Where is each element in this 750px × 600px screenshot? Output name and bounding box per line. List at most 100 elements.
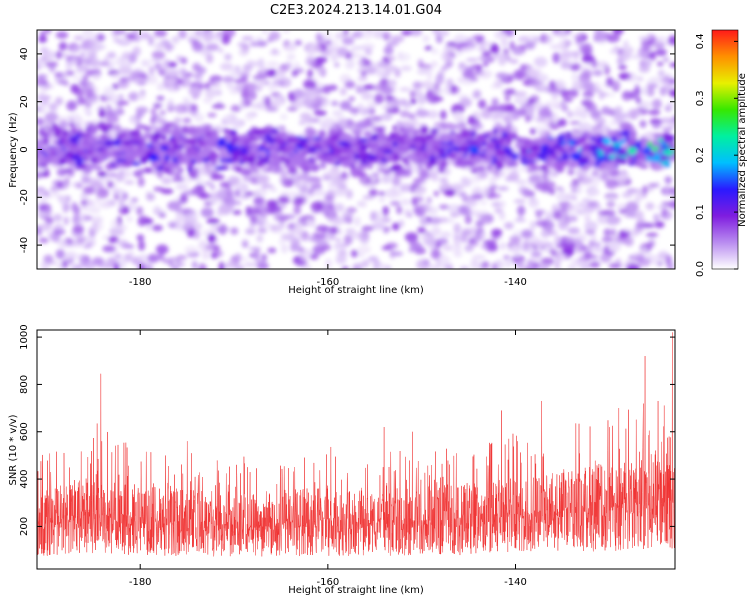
spectrogram-cell xyxy=(377,60,388,69)
spectrogram-cell xyxy=(574,245,583,254)
spectrogram-cell xyxy=(383,226,392,232)
spectrogram-cell xyxy=(252,128,264,136)
spectrogram-cell xyxy=(668,100,674,110)
spectrogram-cell xyxy=(259,146,264,151)
spectrogram-cell xyxy=(315,32,323,41)
spectrogram-cell xyxy=(415,109,429,118)
spectrogram-cell xyxy=(457,204,471,216)
spectrogram-cell xyxy=(581,146,591,151)
spectrogram-cell xyxy=(522,239,530,251)
spectrogram-cell xyxy=(306,148,315,154)
spectrogram-cell xyxy=(649,160,658,168)
spectrogram-cell xyxy=(182,117,192,124)
spectrogram-cell xyxy=(283,154,292,160)
spectrogram-cell xyxy=(124,180,135,185)
spectrogram-cell xyxy=(202,49,208,55)
spectrogram-cell xyxy=(111,73,121,78)
spectrogram-cell xyxy=(307,180,318,185)
spectrogram-cell xyxy=(333,215,344,226)
spectrogram-cell xyxy=(323,171,338,176)
spectrogram-cell xyxy=(256,40,268,47)
spectrogram-cell xyxy=(648,183,660,188)
spectrogram-cell xyxy=(40,30,46,37)
spectrogram-cell xyxy=(357,75,368,82)
y-tick-label: 800 xyxy=(19,375,30,394)
spectrogram-cell xyxy=(514,91,528,96)
spectrogram-cell xyxy=(400,143,407,149)
spectrogram-cell xyxy=(120,35,128,44)
spectrogram-cell xyxy=(115,174,125,182)
spectrogram-cell xyxy=(448,141,454,146)
spectrogram-cell xyxy=(53,129,62,138)
spectrogram-cell xyxy=(551,91,558,103)
spectrogram-cell xyxy=(153,42,166,51)
spectrogram-cell xyxy=(339,100,352,111)
spectrogram-cell xyxy=(373,93,385,104)
spectrogram-cell xyxy=(195,178,204,185)
spectrogram-cell xyxy=(244,262,258,268)
spectrogram-cell xyxy=(365,48,373,57)
spectrogram-cell xyxy=(149,58,160,63)
spectrogram-cell xyxy=(307,141,314,147)
spectrogram-cell xyxy=(558,221,569,231)
spectrogram-cell xyxy=(437,256,451,264)
spectrogram-cell xyxy=(80,51,86,58)
spectrogram-cell xyxy=(172,259,179,267)
spectrogram-cell xyxy=(198,239,208,251)
spectrogram-cell xyxy=(360,200,367,208)
spectrogram-cell xyxy=(598,90,605,100)
spectrogram-cell xyxy=(575,261,587,267)
spectrogram-cell xyxy=(270,187,278,193)
spectrogram-cell xyxy=(494,208,503,214)
spectrogram-cell xyxy=(156,62,163,70)
spectrogram-cell xyxy=(537,263,550,269)
spectrogram-cell xyxy=(427,71,433,81)
spectrogram-cell xyxy=(46,231,53,237)
spectrogram-cell xyxy=(561,104,569,113)
spectrogram-cell xyxy=(166,42,173,53)
y-tick-label: 200 xyxy=(19,517,30,536)
spectrogram-cell xyxy=(256,234,264,243)
spectrogram-cell xyxy=(439,177,449,183)
spectrogram-cell xyxy=(646,59,653,67)
spectrogram-cell xyxy=(342,30,350,36)
spectrogram-cell xyxy=(287,106,298,112)
spectrogram-cell xyxy=(475,133,485,142)
spectrogram-cell xyxy=(315,240,328,245)
spectrogram-cell xyxy=(562,143,571,151)
spectrogram-cell xyxy=(491,97,499,107)
spectrogram-cell xyxy=(125,155,136,163)
spectrogram-cell xyxy=(637,158,647,163)
spectrogram-cell xyxy=(451,103,465,115)
x-tick-label: -140 xyxy=(504,277,527,288)
spectrogram-cell xyxy=(581,54,595,63)
spectrogram-cell xyxy=(350,167,362,178)
spectrogram-cell xyxy=(445,154,450,160)
spectrogram-cell xyxy=(151,50,166,60)
spectrogram-cell xyxy=(184,178,193,183)
spectrogram-cell xyxy=(593,117,607,124)
spectrogram-cell xyxy=(140,31,151,40)
spectrogram-cell xyxy=(517,205,526,216)
spectrogram-cell xyxy=(648,83,659,88)
spectrogram-cell xyxy=(118,94,124,101)
spectrogram-cell xyxy=(621,192,633,198)
spectrogram-cell xyxy=(358,138,370,143)
spectrogram-cell xyxy=(321,84,331,94)
spectrogram-cell xyxy=(215,226,229,232)
spectrogram-cell xyxy=(546,172,553,181)
spectrogram-cell xyxy=(612,30,624,36)
spectrogram-cell xyxy=(593,30,604,34)
spectrogram-cell xyxy=(561,152,570,161)
spectrogram-cell xyxy=(478,56,489,61)
spectrogram-cell xyxy=(480,213,494,224)
spectrogram-cell xyxy=(269,149,280,155)
spectrogram-cell xyxy=(140,156,149,164)
spectrogram-cell xyxy=(590,109,602,120)
spectrogram-cell xyxy=(421,203,432,213)
spectrogram-cell xyxy=(318,129,326,138)
spectrogram-cell xyxy=(242,64,253,72)
spectrogram-cell xyxy=(230,104,242,113)
spectrogram-cell xyxy=(235,166,242,173)
spectrogram-cell xyxy=(629,230,635,238)
